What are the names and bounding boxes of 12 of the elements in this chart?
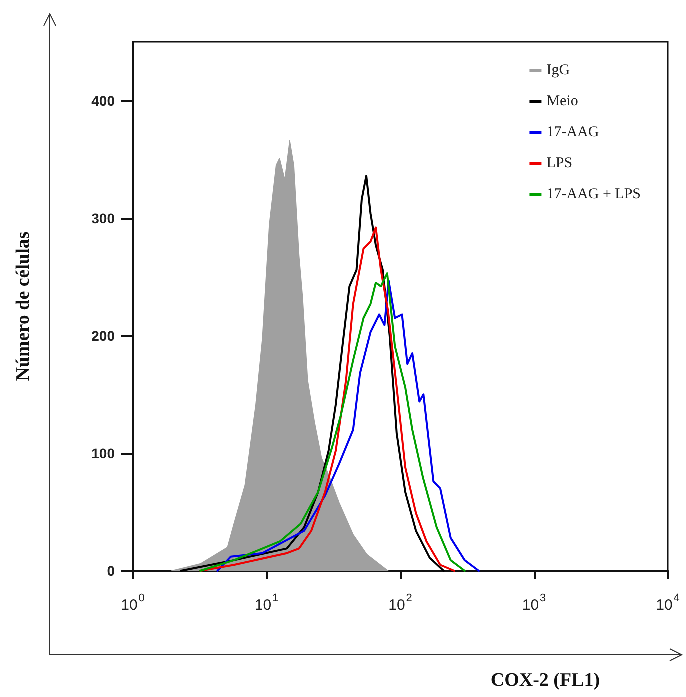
legend-label: LPS [546, 156, 573, 172]
y-tick-label: 400 [92, 92, 116, 109]
legend-label: Meio [546, 94, 578, 110]
y-tick-label: 0 [107, 563, 116, 579]
y-axis-title: Número de células [13, 232, 34, 382]
x-axis-title: COX-2 (FL1) [490, 670, 600, 691]
legend-label: IgG [546, 62, 570, 78]
y-tick-label: 200 [92, 328, 116, 344]
legend-label: 17-AAG + LPS [546, 186, 642, 202]
legend-label: 17-AAG [546, 124, 600, 140]
y-tick-label: 100 [92, 445, 116, 462]
y-tick-label: 300 [92, 210, 116, 226]
